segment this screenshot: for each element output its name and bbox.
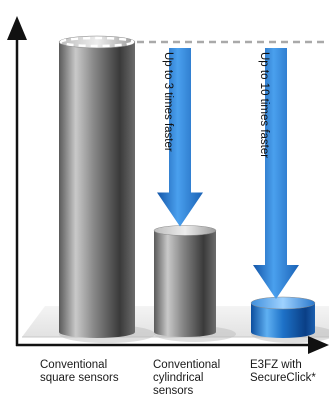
arrow-shape [253, 48, 299, 299]
bar-body [59, 42, 135, 338]
x-axis-arrowhead [308, 336, 329, 354]
speed-arrow-1: Up to 3 times faster [157, 48, 203, 227]
axes-layer [7, 16, 329, 354]
bar-body [251, 303, 315, 338]
bar-cap [153, 225, 217, 236]
category-label-square: Conventional square sensors [40, 359, 119, 384]
arrows-layer: Up to 3 times faster Up to 10 times faste… [157, 48, 299, 299]
bar-cap-dashes [59, 36, 135, 48]
category-label-e3fz: E3FZ with SecureClick* [250, 359, 316, 384]
arrow-label: Up to 10 times faster [258, 52, 270, 158]
bar-cap [250, 296, 316, 310]
arrow-shape [157, 48, 203, 227]
arrow-label: Up to 3 times faster [162, 52, 174, 152]
bar-2 [153, 225, 236, 342]
bar-body [154, 230, 216, 337]
speed-arrow-2: Up to 10 times faster [253, 48, 299, 299]
y-axis-arrowhead [7, 16, 27, 40]
bars-layer [58, 35, 329, 343]
bar-1 [58, 35, 155, 343]
category-label-cylindrical: Conventional cylindrical sensors [153, 359, 221, 397]
